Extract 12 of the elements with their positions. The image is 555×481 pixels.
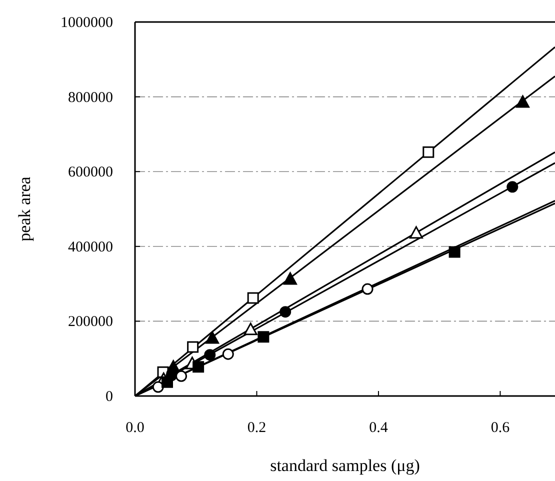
x-tick-label: 0.2 [247, 420, 266, 436]
y-tick-label: 800000 [68, 90, 113, 106]
x-tick-label: 0.4 [369, 420, 388, 436]
y-axis-title: peak area [15, 176, 34, 242]
x-tick-label: 0.6 [490, 420, 510, 436]
y-tick-label: 0 [106, 389, 113, 405]
y-tick-label: 1000000 [60, 15, 113, 31]
x-axis-title: standard samples (μg) [270, 456, 420, 475]
x-tick-label: 0.0 [126, 420, 144, 436]
y-tick-label: 400000 [68, 239, 113, 256]
y-tick-label: 200000 [68, 314, 113, 330]
y-tick-label: 600000 [68, 164, 113, 181]
